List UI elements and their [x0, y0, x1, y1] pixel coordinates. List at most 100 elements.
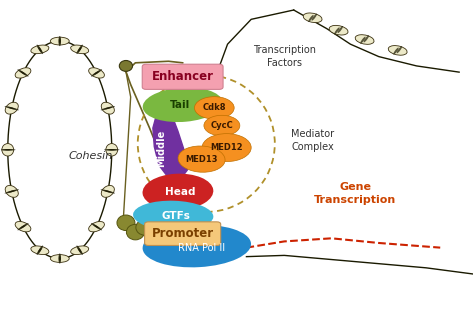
Ellipse shape: [5, 185, 18, 197]
Ellipse shape: [397, 46, 402, 53]
Ellipse shape: [5, 106, 14, 109]
Polygon shape: [153, 106, 187, 179]
Ellipse shape: [89, 68, 104, 78]
Ellipse shape: [100, 189, 110, 192]
Ellipse shape: [36, 249, 41, 255]
Ellipse shape: [59, 257, 61, 264]
Text: Cohesin: Cohesin: [68, 151, 113, 161]
Ellipse shape: [105, 191, 115, 193]
Ellipse shape: [360, 37, 365, 44]
Ellipse shape: [308, 15, 314, 22]
Ellipse shape: [303, 13, 322, 22]
Text: MED13: MED13: [185, 155, 218, 163]
Ellipse shape: [9, 189, 19, 192]
Ellipse shape: [178, 146, 225, 172]
Ellipse shape: [133, 201, 213, 231]
Ellipse shape: [107, 149, 117, 151]
Ellipse shape: [77, 46, 82, 52]
Ellipse shape: [76, 246, 81, 252]
Ellipse shape: [364, 35, 369, 42]
Ellipse shape: [127, 224, 145, 240]
Ellipse shape: [143, 174, 213, 210]
Ellipse shape: [95, 225, 102, 230]
Ellipse shape: [19, 224, 27, 229]
Ellipse shape: [91, 72, 99, 76]
Ellipse shape: [106, 144, 118, 156]
Ellipse shape: [38, 246, 43, 252]
Ellipse shape: [117, 215, 135, 231]
Ellipse shape: [101, 185, 114, 197]
Ellipse shape: [77, 247, 82, 253]
Ellipse shape: [2, 149, 13, 151]
Ellipse shape: [71, 45, 89, 54]
Ellipse shape: [146, 227, 163, 243]
Ellipse shape: [50, 37, 69, 45]
Ellipse shape: [76, 48, 81, 54]
Ellipse shape: [93, 224, 100, 229]
Ellipse shape: [36, 45, 41, 51]
Ellipse shape: [91, 223, 99, 228]
Ellipse shape: [103, 190, 113, 193]
Ellipse shape: [101, 102, 114, 114]
FancyBboxPatch shape: [145, 222, 221, 246]
Ellipse shape: [393, 47, 399, 55]
Ellipse shape: [31, 45, 49, 54]
Ellipse shape: [119, 61, 133, 71]
Ellipse shape: [31, 246, 49, 255]
Ellipse shape: [89, 222, 104, 232]
Text: Middle: Middle: [156, 129, 166, 167]
Ellipse shape: [105, 106, 115, 109]
Ellipse shape: [334, 27, 340, 34]
Ellipse shape: [5, 102, 18, 114]
Ellipse shape: [95, 69, 102, 74]
Text: CycC: CycC: [210, 121, 233, 130]
Ellipse shape: [194, 97, 234, 119]
Text: Enhancer: Enhancer: [152, 70, 214, 83]
Ellipse shape: [337, 26, 343, 33]
Ellipse shape: [15, 68, 31, 78]
Ellipse shape: [329, 25, 348, 35]
Ellipse shape: [78, 249, 83, 255]
Ellipse shape: [311, 14, 317, 21]
Ellipse shape: [59, 253, 61, 260]
FancyBboxPatch shape: [142, 64, 223, 89]
Ellipse shape: [50, 255, 69, 262]
Ellipse shape: [78, 45, 83, 51]
Ellipse shape: [18, 69, 25, 74]
Ellipse shape: [109, 149, 119, 151]
Ellipse shape: [71, 246, 89, 255]
Ellipse shape: [143, 87, 223, 122]
Text: Mediator
Complex: Mediator Complex: [291, 129, 334, 152]
Ellipse shape: [15, 222, 31, 232]
Text: GTFs: GTFs: [161, 211, 190, 221]
Ellipse shape: [204, 115, 240, 136]
Ellipse shape: [103, 107, 113, 110]
Ellipse shape: [202, 134, 251, 162]
Text: MED12: MED12: [210, 143, 243, 152]
Text: Promoter: Promoter: [152, 227, 214, 240]
Ellipse shape: [7, 190, 17, 193]
Ellipse shape: [38, 48, 43, 54]
Ellipse shape: [388, 46, 407, 55]
Ellipse shape: [104, 149, 114, 151]
Ellipse shape: [21, 72, 28, 76]
Ellipse shape: [5, 191, 14, 193]
Ellipse shape: [18, 225, 25, 230]
Ellipse shape: [59, 38, 61, 45]
Ellipse shape: [37, 46, 42, 52]
Text: Head: Head: [165, 187, 196, 197]
Ellipse shape: [9, 107, 19, 110]
Text: Gene
Transcription: Gene Transcription: [314, 182, 396, 205]
Ellipse shape: [155, 223, 173, 238]
Text: Transcription
Factors: Transcription Factors: [253, 45, 316, 68]
Text: Tail: Tail: [170, 100, 191, 110]
Ellipse shape: [355, 35, 374, 44]
Ellipse shape: [93, 71, 100, 76]
Text: RNA Pol II: RNA Pol II: [178, 243, 225, 253]
Ellipse shape: [59, 39, 61, 46]
Ellipse shape: [19, 71, 27, 76]
Ellipse shape: [143, 225, 251, 267]
Ellipse shape: [5, 149, 16, 151]
Ellipse shape: [59, 36, 61, 43]
Ellipse shape: [7, 107, 17, 110]
